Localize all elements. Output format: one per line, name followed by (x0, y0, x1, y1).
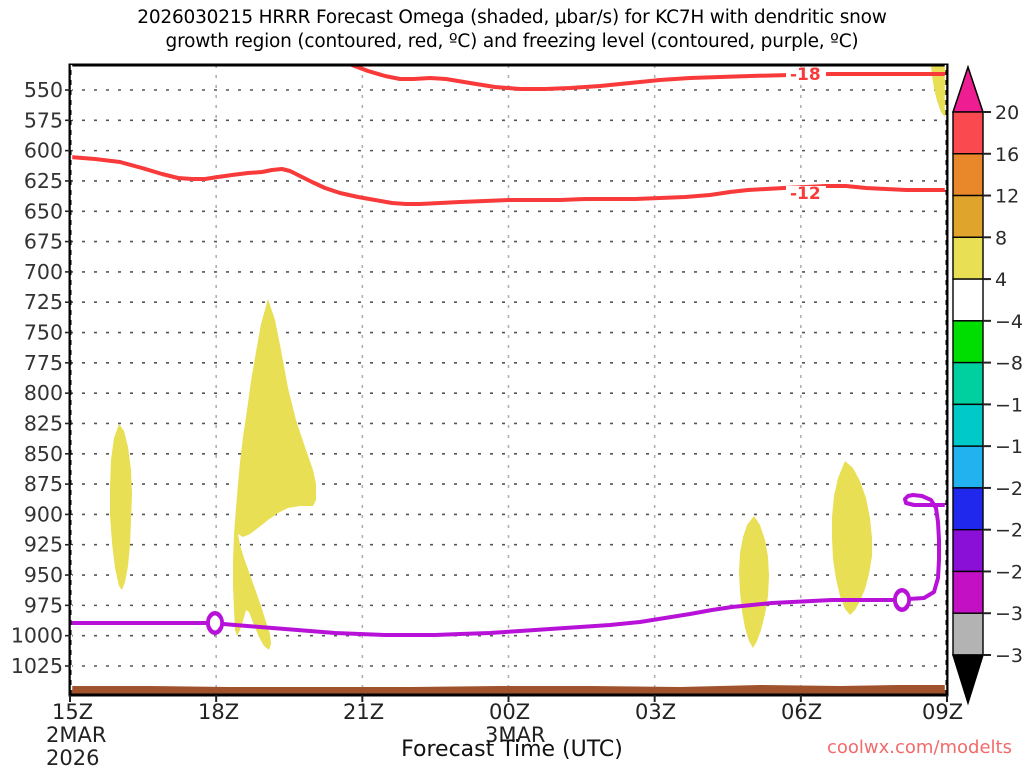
colorbar-band (952, 236, 984, 280)
y-tick-label: 925 (24, 533, 63, 557)
y-tick-label: 575 (24, 108, 63, 132)
y-tick-label: 800 (24, 381, 63, 405)
colorbar-tick-label: −12 (995, 394, 1024, 416)
y-tick-label: 625 (24, 169, 63, 193)
terrain-band (70, 685, 947, 695)
y-tick-label: 850 (24, 442, 63, 466)
y-tick-label: 1000 (11, 624, 63, 648)
colorbar-tick-label: −8 (995, 353, 1023, 375)
colorbar-band (952, 445, 984, 489)
y-tick-label: 975 (24, 593, 63, 617)
colorbar-tick-label: −20 (995, 478, 1024, 500)
colorbar-band (952, 403, 984, 447)
x-tick-label-4: 03Z (635, 700, 677, 724)
colorbar-tick-label: 12 (995, 186, 1019, 208)
y-tick-label: 950 (24, 563, 63, 587)
colorbar-band (952, 361, 984, 406)
x-axis-date-day: 2MAR (46, 723, 107, 747)
contour-label-freezing-right: 0 (896, 591, 908, 611)
x-tick-label-1: 18Z (198, 700, 240, 724)
contour-line-freezing-level (70, 493, 947, 637)
y-tick-label: 900 (24, 502, 63, 526)
y-axis-tick-labels: 550 575 600 625 650 675 700 725 750 775 800 825 850 8… (11, 78, 70, 678)
colorbar-tick-label: −28 (995, 561, 1024, 583)
x-axis-ticks (69, 695, 948, 702)
chart-title: 2026030215 HRRR Forecast Omega (shaded, … (0, 6, 1024, 53)
y-tick-label: 700 (24, 260, 63, 284)
colorbar-tick-label: 20 (995, 102, 1019, 124)
y-tick-label: 650 (24, 199, 63, 223)
contour-label-minus18: -18 (790, 65, 821, 85)
colorbar: 20 16 12 8 4 −4 −8 −12 −16 −20 −24 −28 −32 −36 (951, 64, 1024, 706)
chart-title-line-2: growth region (contoured, red, ºC) and f… (165, 30, 859, 52)
x-tick-label-2: 21Z (343, 700, 385, 724)
contour-label-freezing-left: 0 (209, 614, 221, 634)
colorbar-tick-label: −32 (995, 603, 1024, 625)
y-tick-label: 1025 (11, 654, 63, 678)
colorbar-band (952, 570, 984, 614)
omega-region-blob-5-edge (931, 65, 947, 120)
colorbar-under-arrow (951, 654, 985, 706)
y-tick-label: 675 (24, 230, 63, 254)
y-tick-label: 875 (24, 472, 63, 496)
x-tick-label-6: 09Z (922, 700, 964, 724)
colorbar-tick-label: 16 (995, 144, 1019, 166)
colorbar-tick-label: −4 (995, 311, 1023, 333)
x-tick-label-3: 00Z (489, 700, 531, 724)
colorbar-band (952, 487, 984, 531)
colorbar-band (952, 194, 984, 239)
contour-labels: -18 -12 0 0 (206, 65, 911, 635)
x-axis-date-year: 2026 (46, 746, 100, 770)
x-axis-title: Forecast Time (UTC) (401, 737, 623, 762)
omega-region-blob-2 (233, 299, 316, 650)
y-tick-label: 825 (24, 411, 63, 435)
colorbar-tick-label: 4 (995, 269, 1007, 291)
colorbar-band (952, 320, 984, 364)
x-tick-text-0: 15Z (52, 700, 94, 724)
colorbar-tick-label: −16 (995, 436, 1024, 458)
omega-region-blob-1 (110, 424, 132, 590)
chart-title-line-1: 2026030215 HRRR Forecast Omega (shaded, … (137, 7, 887, 28)
colorbar-band (952, 528, 984, 573)
y-tick-label: 600 (24, 139, 63, 163)
colorbar-tick-label: −36 (995, 645, 1024, 667)
x-axis-date-mid: 3MAR (485, 723, 546, 747)
colorbar-band (952, 153, 984, 197)
x-tick-label-5: 06Z (781, 700, 823, 724)
plot-background (70, 65, 947, 695)
colorbar-band (952, 612, 984, 656)
y-tick-label: 725 (24, 290, 63, 314)
y-tick-label: 550 (24, 78, 63, 102)
credit-watermark: coolwx.com/modelts (826, 737, 1012, 758)
colorbar-tick-label: 8 (995, 227, 1007, 249)
omega-region-blob-3 (739, 516, 769, 648)
colorbar-over-arrow (951, 64, 985, 113)
y-tick-label: 775 (24, 351, 63, 375)
colorbar-band (952, 111, 984, 155)
omega-region-blob-4 (832, 461, 872, 615)
y-tick-label: 750 (24, 321, 63, 345)
colorbar-band (952, 278, 984, 322)
colorbar-tick-label: −24 (995, 520, 1024, 542)
x-tick-label-0: 15Z (52, 700, 93, 724)
contour-label-minus12: -12 (790, 184, 821, 204)
omega-shaded-regions (110, 65, 947, 650)
